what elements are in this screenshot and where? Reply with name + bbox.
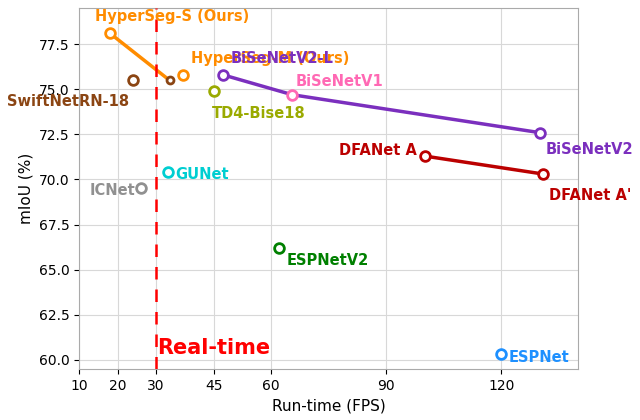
X-axis label: Run-time (FPS): Run-time (FPS) — [272, 398, 385, 413]
Text: DFANet A': DFANet A' — [549, 188, 632, 202]
Text: HyperSeg-S (Ours): HyperSeg-S (Ours) — [95, 8, 249, 24]
Text: ESPNet: ESPNet — [509, 350, 570, 365]
Text: ICNet: ICNet — [90, 183, 135, 198]
Text: TD4-Bise18: TD4-Bise18 — [212, 106, 305, 121]
Text: BiSeNetV1: BiSeNetV1 — [296, 74, 384, 89]
Text: BiSeNetV2: BiSeNetV2 — [545, 142, 633, 157]
Text: BiSeNetV2-L: BiSeNetV2-L — [231, 51, 334, 66]
Text: GUNet: GUNet — [175, 167, 229, 181]
Text: Real-time: Real-time — [157, 338, 270, 358]
Text: ESPNetV2: ESPNetV2 — [287, 253, 369, 268]
Text: SwiftNetRN-18: SwiftNetRN-18 — [7, 94, 129, 109]
Text: HyperSeg-M (Ours): HyperSeg-M (Ours) — [191, 51, 349, 66]
Text: DFANet A: DFANet A — [339, 143, 417, 158]
Y-axis label: mIoU (%): mIoU (%) — [19, 153, 33, 224]
